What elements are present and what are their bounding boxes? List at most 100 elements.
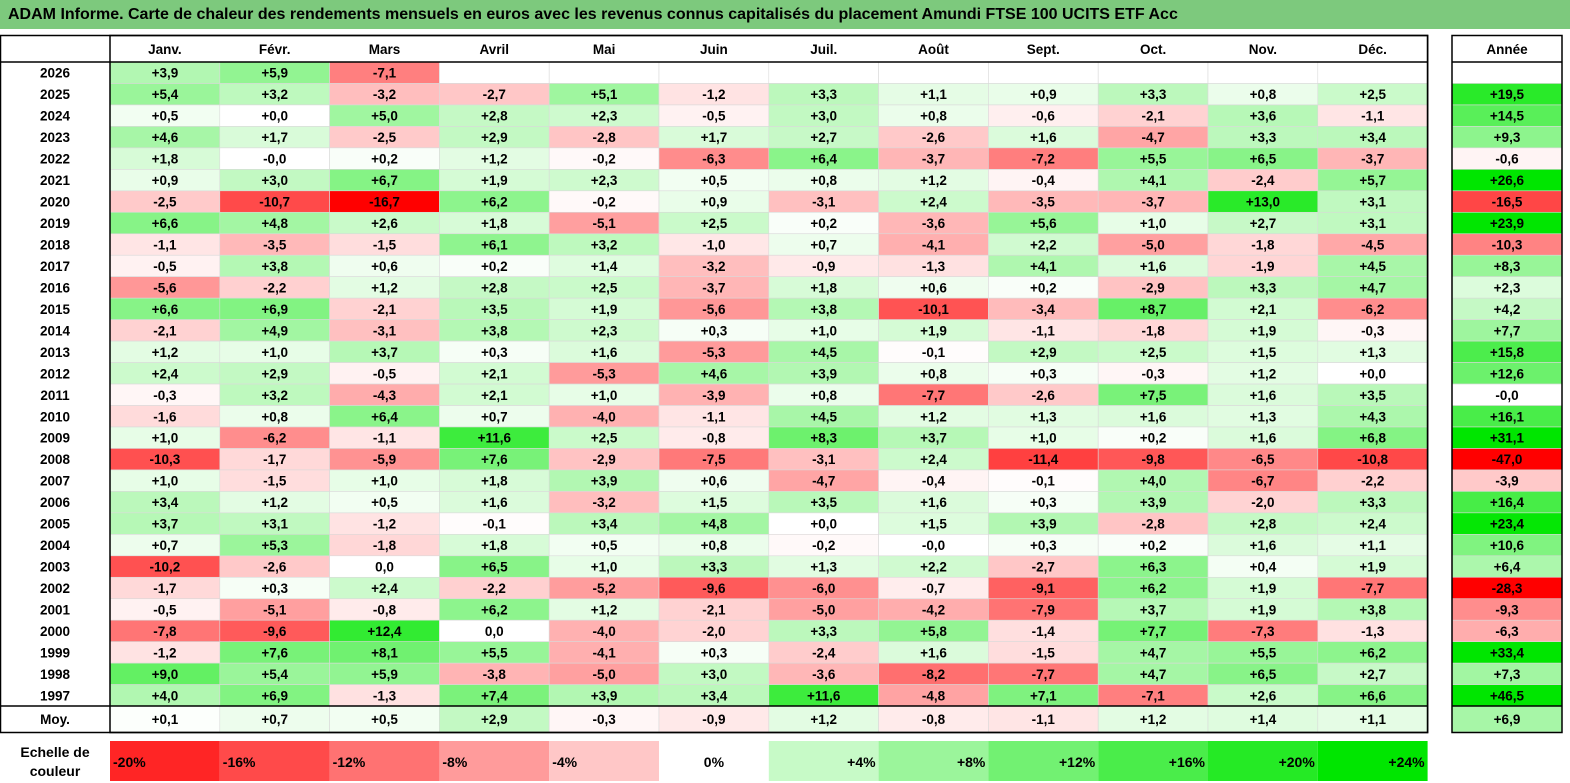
heat-cell-value: -1,5 bbox=[263, 474, 287, 489]
heat-cell-value: -4,8 bbox=[922, 688, 946, 703]
heat-cell-value: -1,1 bbox=[153, 237, 177, 252]
annual-cell-value: +15,8 bbox=[1490, 345, 1525, 360]
legend-swatch-label: +8% bbox=[957, 754, 986, 770]
year-label-2022: 2022 bbox=[40, 152, 70, 167]
heat-cell-value: +7,5 bbox=[1140, 388, 1167, 403]
heat-cell-value: -5,0 bbox=[812, 602, 835, 617]
heat-cell-value: -1,2 bbox=[153, 645, 176, 660]
heat-cell-value: +3,8 bbox=[261, 259, 288, 274]
heat-cell bbox=[1207, 61, 1319, 84]
month-header-6: Juil. bbox=[810, 42, 837, 57]
heat-cell-value: -1,2 bbox=[702, 87, 725, 102]
average-annual-value: +6,9 bbox=[1494, 712, 1521, 727]
heat-cell-value: +1,0 bbox=[261, 345, 288, 360]
heat-cell-value: -3,5 bbox=[1032, 195, 1056, 210]
heat-cell-value: -0,2 bbox=[592, 152, 615, 167]
annual-cell-value: +4,2 bbox=[1494, 302, 1521, 317]
heat-cell-value: +1,2 bbox=[920, 173, 947, 188]
heat-cell-value: +2,9 bbox=[1030, 345, 1057, 360]
heat-cell-value: +11,6 bbox=[807, 688, 841, 703]
heat-cell-value: -0,0 bbox=[922, 538, 945, 553]
annual-cell-value: +23,4 bbox=[1490, 517, 1525, 532]
heat-cell-value: +4,5 bbox=[810, 345, 837, 360]
heat-cell bbox=[768, 61, 879, 84]
heat-cell-value: -2,2 bbox=[1361, 474, 1384, 489]
year-label-1997: 1997 bbox=[40, 688, 70, 703]
annual-frame bbox=[1451, 34, 1563, 734]
year-label-2021: 2021 bbox=[40, 173, 71, 188]
heat-cell-value: +7,4 bbox=[481, 688, 508, 703]
heat-cell-value: +8,3 bbox=[810, 431, 837, 446]
heat-cell-value: +3,4 bbox=[1359, 130, 1386, 145]
heat-cell-value: +6,4 bbox=[810, 152, 837, 167]
heat-cell-value: +8,1 bbox=[371, 645, 398, 660]
heat-cell-value: +6,8 bbox=[1359, 431, 1386, 446]
legend-swatch-label: +20% bbox=[1279, 754, 1316, 770]
heat-cell-value: -1,5 bbox=[373, 237, 397, 252]
annual-cell-value: +26,6 bbox=[1490, 173, 1525, 188]
heat-cell-value: +5,3 bbox=[261, 538, 288, 553]
heat-cell-value: +3,3 bbox=[810, 87, 837, 102]
annual-header: Année bbox=[1486, 42, 1528, 57]
annual-cell-value: +14,5 bbox=[1490, 109, 1525, 124]
heat-cell-value: +0,2 bbox=[1140, 538, 1167, 553]
heat-cell-value: -1,8 bbox=[373, 538, 397, 553]
year-label-2026: 2026 bbox=[40, 66, 71, 81]
heat-cell-value: -2,9 bbox=[592, 452, 615, 467]
annual-cell-value: +10,6 bbox=[1490, 538, 1525, 553]
heat-cell-value: +1,6 bbox=[1030, 130, 1057, 145]
heat-cell-value: +3,2 bbox=[591, 237, 618, 252]
legend-swatch-label: -4% bbox=[552, 754, 577, 770]
heat-cell-value: +4,5 bbox=[810, 409, 837, 424]
heat-cell-value: +1,0 bbox=[371, 474, 398, 489]
heat-cell-value: +5,5 bbox=[481, 645, 508, 660]
average-cell-value: -0,9 bbox=[702, 712, 725, 727]
heat-cell-value: +2,4 bbox=[152, 366, 179, 381]
heat-cell-value: 0,0 bbox=[485, 624, 504, 639]
heat-cell bbox=[878, 61, 989, 84]
heat-cell-value: -1,3 bbox=[373, 688, 397, 703]
heat-cell-value: -2,4 bbox=[1251, 173, 1275, 188]
heat-cell-value: +1,2 bbox=[1250, 366, 1277, 381]
annual-cell-value: +16,1 bbox=[1490, 409, 1525, 424]
heat-cell-value: -2,1 bbox=[1141, 109, 1165, 124]
month-header-2: Mars bbox=[369, 42, 401, 57]
heat-cell-value: -2,5 bbox=[373, 130, 397, 145]
heat-cell-value: +1,9 bbox=[1359, 560, 1386, 575]
heat-cell-value: -3,6 bbox=[922, 216, 946, 231]
heat-cell-value: -0,9 bbox=[812, 259, 835, 274]
values-frame bbox=[109, 34, 1429, 734]
heat-cell-value: +1,9 bbox=[481, 173, 508, 188]
heat-cell-value: -0,3 bbox=[153, 388, 177, 403]
heat-cell-value: -7,5 bbox=[702, 452, 726, 467]
heat-cell-value: +1,8 bbox=[810, 280, 837, 295]
heat-cell-value: +0,3 bbox=[1030, 366, 1057, 381]
average-cell-value: +0,5 bbox=[371, 712, 398, 727]
legend-swatch bbox=[768, 741, 879, 781]
month-header-1: Févr. bbox=[259, 42, 291, 57]
heat-cell-value: -0,5 bbox=[373, 366, 397, 381]
heat-cell-value: +2,5 bbox=[1359, 87, 1386, 102]
heat-cell-value: -1,7 bbox=[263, 452, 286, 467]
heat-cell-value: -2,5 bbox=[153, 195, 177, 210]
heat-cell-value: +4,6 bbox=[152, 130, 179, 145]
heat-cell-value: -3,1 bbox=[812, 195, 836, 210]
legend-swatch bbox=[329, 741, 440, 781]
heat-cell-value: +1,9 bbox=[920, 323, 947, 338]
heat-cell-value: -5,0 bbox=[1141, 237, 1164, 252]
heat-cell-value: -3,2 bbox=[702, 259, 725, 274]
average-cell-value: -1,1 bbox=[1032, 712, 1056, 727]
year-label-2024: 2024 bbox=[40, 109, 71, 124]
annual-cell-value: +46,5 bbox=[1490, 688, 1525, 703]
heat-cell-value: -4,0 bbox=[592, 624, 615, 639]
heat-cell-value: +0,4 bbox=[1250, 560, 1277, 575]
heat-cell-value: +6,9 bbox=[261, 302, 288, 317]
heat-cell-value: +0,0 bbox=[261, 109, 288, 124]
heat-cell-value: +1,6 bbox=[591, 345, 618, 360]
heat-cell-value: +6,7 bbox=[371, 173, 398, 188]
heat-cell-value: +6,1 bbox=[481, 237, 508, 252]
heat-cell-value: +7,6 bbox=[481, 452, 508, 467]
legend-swatch-label: -16% bbox=[223, 754, 256, 770]
year-label-2002: 2002 bbox=[40, 581, 70, 596]
heat-cell-value: -6,5 bbox=[1251, 452, 1275, 467]
